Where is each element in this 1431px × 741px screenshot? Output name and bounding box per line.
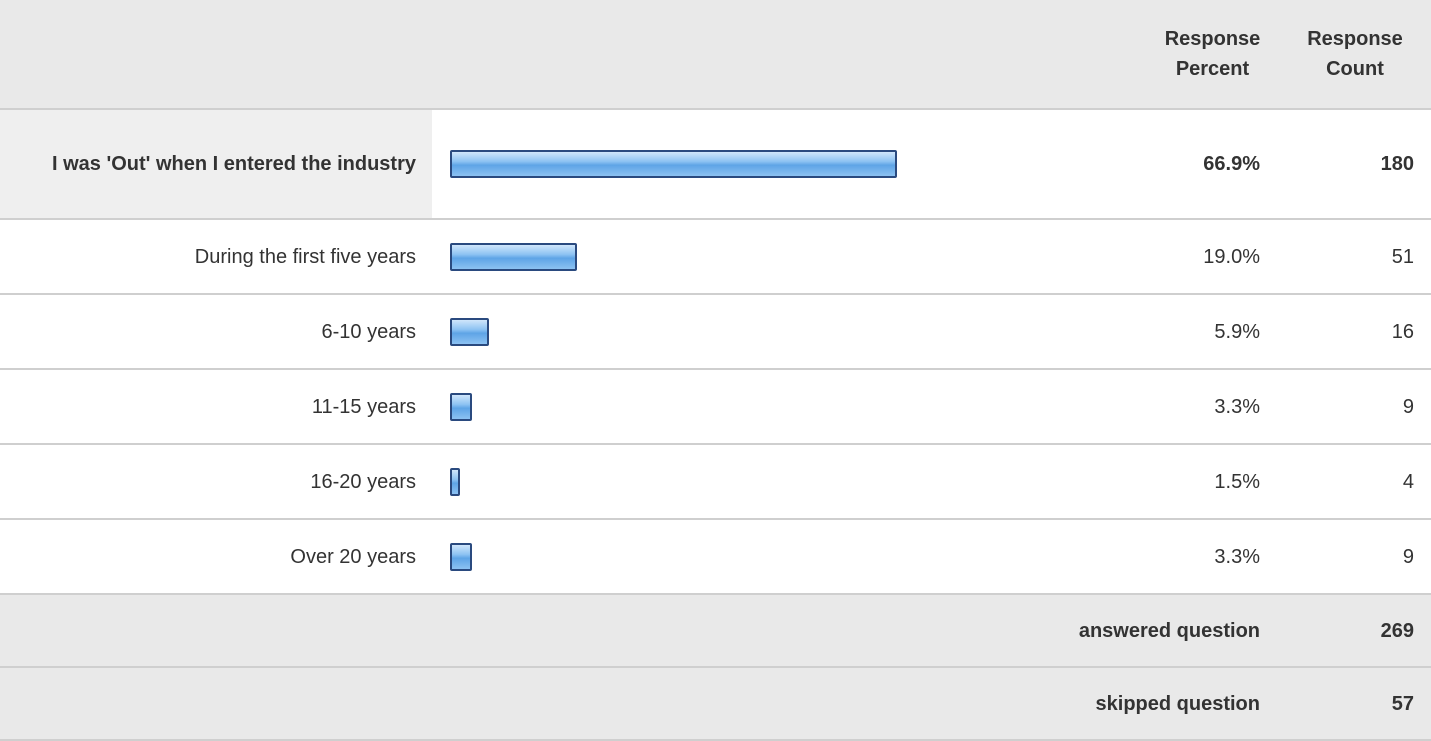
summary-label: answered question	[1078, 619, 1260, 642]
percent-label: 3.3%	[1214, 395, 1260, 418]
count-label: 4	[1402, 470, 1414, 493]
label-bg	[0, 110, 432, 218]
summary-bg	[0, 668, 1431, 739]
bar	[450, 150, 897, 178]
summary-label: skipped question	[1095, 692, 1260, 715]
separator	[0, 293, 1431, 295]
column-header: Response Percent	[1164, 28, 1261, 80]
separator	[0, 368, 1431, 370]
row-label: 11-15 years	[311, 395, 416, 418]
percent-label: 3.3%	[1214, 545, 1260, 568]
count-label: 180	[1380, 153, 1414, 175]
separator	[0, 739, 1431, 741]
percent-label: 66.9%	[1203, 153, 1260, 175]
row-label: 6-10 years	[321, 320, 417, 343]
row-label: Over 20 years	[290, 545, 416, 568]
summary-count: 269	[1380, 619, 1414, 642]
bar	[450, 317, 490, 346]
separator	[0, 666, 1431, 668]
column-header: Response Count	[1307, 28, 1403, 80]
separator	[0, 593, 1431, 595]
summary-count: 57	[1391, 692, 1414, 715]
count-label: 51	[1391, 245, 1414, 268]
row-label: During the first five years	[194, 245, 416, 268]
row-label: 16-20 years	[310, 470, 416, 493]
percent-label: 1.5%	[1214, 470, 1260, 493]
count-label: 9	[1402, 545, 1414, 568]
bar	[450, 392, 473, 421]
separator	[0, 108, 1431, 110]
percent-label: 5.9%	[1214, 320, 1260, 343]
header-bg	[0, 0, 1431, 108]
percent-label: 19.0%	[1203, 245, 1260, 268]
summary-bg	[0, 595, 1431, 666]
bar	[450, 542, 473, 571]
count-label: 9	[1402, 395, 1414, 418]
bar	[450, 467, 461, 496]
count-label: 16	[1391, 320, 1414, 343]
separator	[0, 443, 1431, 445]
row-label: I was 'Out' when I entered the industry	[51, 153, 416, 175]
bar	[450, 242, 577, 271]
separator	[0, 518, 1431, 520]
separator	[0, 218, 1431, 220]
